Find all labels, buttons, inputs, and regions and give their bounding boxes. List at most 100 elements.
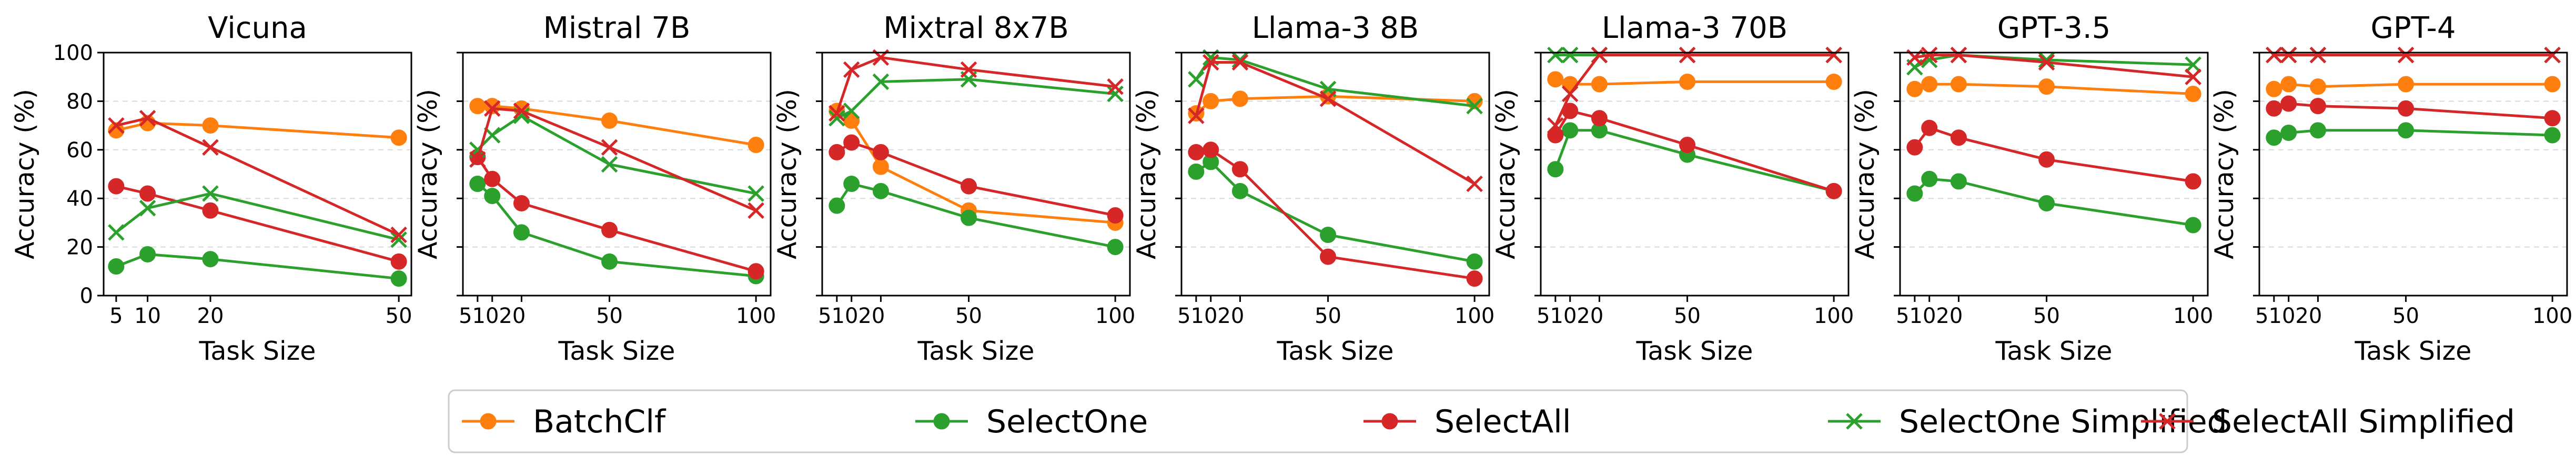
data-point [2038,54,2055,71]
chart-llama-3-70b: 51020 50 100 Llama-3 70B Task Size Accuracy (… [1491,11,1854,366]
data-point [601,253,618,270]
data-point [872,158,889,175]
data-point [1231,183,1248,199]
data-point [1203,141,1219,158]
legend-label: SelectAll [1435,403,1571,440]
x-tick-label: 50 [955,304,982,328]
data-point [2309,98,2326,115]
data-point [139,199,156,217]
data-point [2185,56,2201,73]
data-point [2398,100,2415,117]
data-point [2309,78,2326,95]
chart-title: Mistral 7B [543,11,691,45]
data-point [1231,54,1249,71]
data-point [747,263,764,280]
data-point [1679,46,1696,64]
axes-frame [103,52,412,297]
data-point [390,129,407,146]
data-point [829,105,845,122]
chart-mixtral-8x7b: 51020 50 100 Mixtral 8x7B Task Size Accuracy … [772,11,1135,366]
chart-title: Mixtral 8x7B [883,11,1069,45]
data-point [2038,78,2055,95]
data-point [1320,227,1337,243]
data-point [1466,270,1483,287]
data-point [843,134,860,151]
series-selectall [829,134,1124,224]
series-batchclf [1188,88,1483,121]
legend-item-selectall-simplified: SelectAll Simplified [2141,403,2515,440]
series-selectone-simplified [108,185,407,248]
legend-label: SelectOne [986,403,1148,440]
data-point [2544,46,2561,64]
series-line [116,117,400,236]
x-axis-label: Task Size [1995,336,2113,366]
legend-marker [1381,413,1398,430]
y-tick-label: 100 [53,41,93,65]
series-selectone [829,175,1124,256]
data-point [469,175,486,192]
data-point [139,185,156,202]
x-axis-label: Task Size [1277,336,1394,366]
data-point [1547,161,1564,178]
y-tick-label: 0 [80,284,93,308]
data-point [108,178,125,195]
data-point [1466,97,1483,115]
data-point [390,231,407,248]
axes-frame [462,52,772,297]
chart-title: GPT-4 [2370,11,2456,45]
x-axis-label: Task Size [917,336,1035,366]
data-point [2309,122,2326,139]
data-point [2544,110,2561,127]
legend-label: BatchClf [533,403,666,440]
x-axis-label: Task Size [199,336,316,366]
data-point [390,270,407,287]
data-point [2280,46,2297,64]
data-point [1188,107,1205,124]
data-point [202,202,219,219]
data-point [202,117,219,134]
data-point [202,251,219,268]
data-point [1319,90,1337,107]
data-point [2185,173,2201,190]
data-point [2280,124,2297,141]
x-tick-label: 51020 [2255,304,2322,328]
data-point [961,178,977,195]
legend-marker [2159,413,2176,430]
y-axis-label: Accuracy (%) [413,89,443,259]
legend-label: SelectAll Simplified [2212,403,2515,440]
y-axis-label: Accuracy (%) [1491,89,1521,259]
data-point [469,151,486,168]
x-tick-label: 50 [1674,304,1701,328]
data-point [2185,86,2201,103]
x-tick-label: 50 [1315,304,1341,328]
series-line [116,121,399,139]
series-line [476,156,756,273]
data-point [2398,122,2415,139]
legend: BatchClf SelectOne SelectAll SelectOne Simp… [448,389,2515,453]
data-point [1950,173,1967,190]
data-point [1202,54,1219,71]
y-axis-label: Accuracy (%) [772,89,802,259]
data-point [1231,161,1248,178]
data-point [1107,207,1124,224]
x-axis-label: Task Size [2355,336,2472,366]
data-point [1547,46,1564,64]
legend-item-batchclf: BatchClf [462,403,666,440]
data-point [601,112,618,129]
x-tick-label: 100 [2532,304,2572,328]
y-tick-label: 60 [66,138,93,163]
data-point [108,122,125,139]
data-point [202,139,219,156]
series-selectone [1188,154,1483,270]
data-point [2266,129,2282,146]
x-tick-label: 100 [1454,304,1494,328]
data-point [1203,93,1219,109]
series-line [116,185,399,263]
data-point [1547,71,1564,88]
series-selectall-simplified [469,100,764,219]
chart-mistral-7b: 51020 50 100 Mistral 7B Task Size Accuracy (%… [413,11,776,366]
data-point [484,188,501,205]
data-point [1188,71,1205,88]
y-axis-label: Accuracy (%) [1132,89,1161,259]
